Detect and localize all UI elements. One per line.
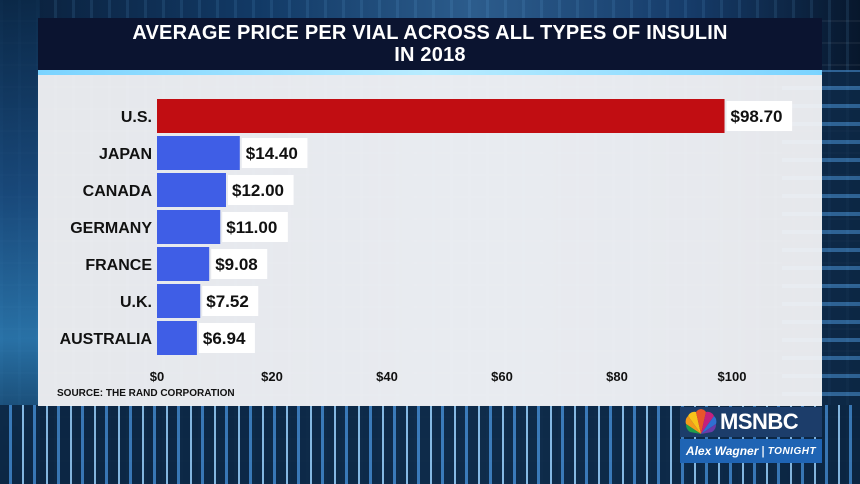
network-logo-bar: MSNBC: [680, 407, 822, 437]
network-branding: MSNBC Alex Wagner | TONIGHT: [680, 407, 822, 465]
bar-germany: [157, 210, 221, 244]
chart-title-line-1: AVERAGE PRICE PER VIAL ACROSS ALL TYPES …: [132, 22, 728, 44]
category-label-germany: GERMANY: [70, 220, 152, 237]
category-label-u-s: U.S.: [121, 109, 152, 126]
show-host-name: Alex Wagner: [685, 444, 759, 458]
value-label-u-s: $98.70: [731, 107, 783, 126]
value-label-australia: $6.94: [203, 329, 246, 348]
title-accent-line: [38, 70, 822, 75]
category-label-japan: JAPAN: [99, 146, 152, 163]
value-label-japan: $14.40: [246, 144, 298, 163]
value-label-bg-canada: [228, 175, 294, 205]
value-label-france: $9.08: [215, 255, 258, 274]
show-suffix: TONIGHT: [767, 445, 817, 457]
value-label-canada: $12.00: [232, 181, 284, 200]
source-note: SOURCE: THE RAND CORPORATION: [57, 388, 235, 399]
category-label-u-k: U.K.: [120, 294, 152, 311]
value-label-u-k: $7.52: [206, 292, 249, 311]
chart-title-line-2: IN 2018: [394, 44, 466, 66]
value-label-bg-japan: [241, 138, 308, 168]
bar-chart: U.S. $98.70 JAPAN $14.40 CANADA $12.00 GERMANY…: [60, 99, 793, 384]
x-tick-label-0: $0: [150, 369, 164, 384]
bar-france: [157, 247, 210, 281]
value-label-bg-u-s: [726, 101, 793, 131]
x-tick-label-80: $80: [606, 369, 628, 384]
x-tick-label-40: $40: [376, 369, 398, 384]
value-label-bg-france: [211, 249, 268, 279]
value-label-bg-australia: [198, 323, 255, 353]
chart-panel: U.S. $98.70 JAPAN $14.40 CANADA $12.00 GERMANY…: [38, 75, 822, 406]
category-label-france: FRANCE: [85, 257, 152, 274]
value-label-germany: $11.00: [226, 218, 277, 237]
x-tick-label-100: $100: [718, 369, 747, 384]
show-title: Alex Wagner | TONIGHT: [680, 439, 822, 463]
peacock-icon: [685, 409, 717, 434]
bar-u-k: [157, 284, 201, 318]
x-tick-label-20: $20: [261, 369, 283, 384]
value-label-bg-germany: [222, 212, 288, 242]
bar-u-s: [157, 99, 725, 133]
bar-australia: [157, 321, 197, 355]
category-label-australia: AUSTRALIA: [60, 331, 153, 348]
value-label-bg-u-k: [202, 286, 259, 316]
show-divider: |: [761, 444, 765, 458]
bar-japan: [157, 136, 240, 170]
background-left-buildings: [0, 0, 40, 484]
network-name: MSNBC: [720, 409, 799, 434]
chart-title: AVERAGE PRICE PER VIAL ACROSS ALL TYPES …: [38, 18, 822, 70]
category-label-canada: CANADA: [83, 183, 153, 200]
x-tick-label-60: $60: [491, 369, 513, 384]
bar-canada: [157, 173, 226, 207]
